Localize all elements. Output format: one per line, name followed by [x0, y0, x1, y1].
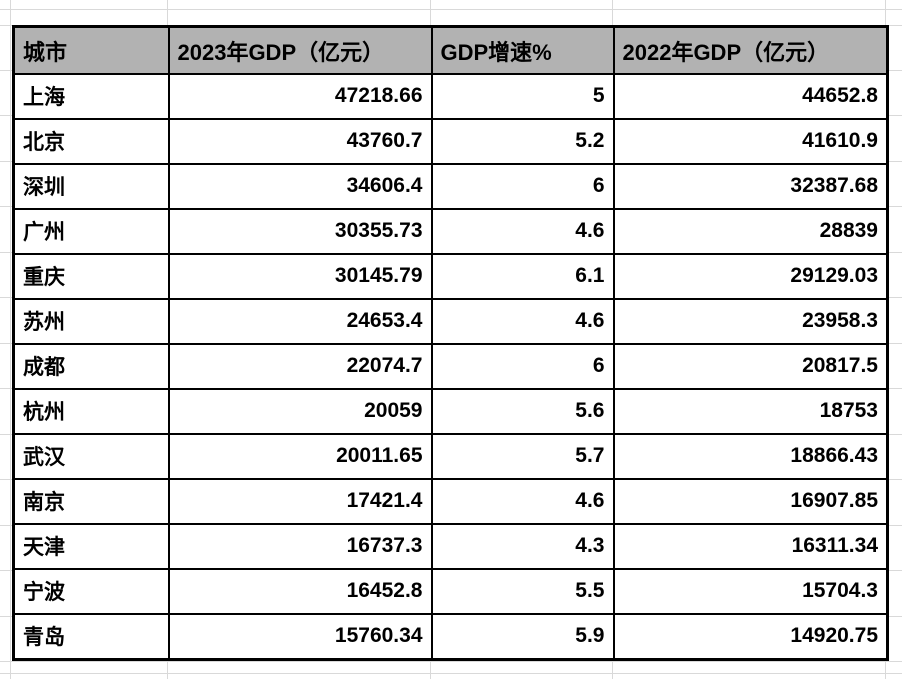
- table-row: 深圳 34606.4 6 32387.68: [12, 162, 889, 210]
- cell-gdp2023[interactable]: 17421.4: [167, 477, 433, 525]
- cell-gdp2022[interactable]: 18866.43: [612, 432, 889, 480]
- column-header-gdp2023[interactable]: 2023年GDP（亿元）: [167, 25, 433, 75]
- table-row: 北京 43760.7 5.2 41610.9: [12, 117, 889, 165]
- table-row: 上海 47218.66 5 44652.8: [12, 73, 889, 120]
- cell-gdp2023[interactable]: 43760.7: [167, 117, 433, 165]
- table-row: 杭州 20059 5.6 18753: [12, 387, 889, 435]
- cell-growth[interactable]: 6: [430, 342, 615, 390]
- cell-gdp2022[interactable]: 32387.68: [612, 162, 889, 210]
- table-row: 青岛 15760.34 5.9 14920.75: [12, 612, 889, 661]
- cell-city[interactable]: 宁波: [12, 567, 170, 615]
- cell-gdp2023[interactable]: 22074.7: [167, 342, 433, 390]
- cell-growth[interactable]: 5.9: [430, 612, 615, 661]
- table-row: 南京 17421.4 4.6 16907.85: [12, 477, 889, 525]
- cell-city[interactable]: 苏州: [12, 297, 170, 345]
- cell-gdp2022[interactable]: 23958.3: [612, 297, 889, 345]
- cell-city[interactable]: 天津: [12, 522, 170, 570]
- cell-city[interactable]: 深圳: [12, 162, 170, 210]
- cell-gdp2022[interactable]: 15704.3: [612, 567, 889, 615]
- cell-city[interactable]: 南京: [12, 477, 170, 525]
- cell-gdp2022[interactable]: 18753: [612, 387, 889, 435]
- cell-growth[interactable]: 5.2: [430, 117, 615, 165]
- cell-gdp2023[interactable]: 34606.4: [167, 162, 433, 210]
- cell-growth[interactable]: 4.6: [430, 477, 615, 525]
- gdp-table: 城市 2023年GDP（亿元） GDP增速% 2022年GDP（亿元） 上海 47…: [12, 25, 889, 661]
- table-row: 武汉 20011.65 5.7 18866.43: [12, 432, 889, 480]
- cell-growth[interactable]: 5.5: [430, 567, 615, 615]
- cell-growth[interactable]: 5.7: [430, 432, 615, 480]
- cell-gdp2022[interactable]: 29129.03: [612, 252, 889, 300]
- cell-gdp2022[interactable]: 16907.85: [612, 477, 889, 525]
- cell-growth[interactable]: 4.6: [430, 207, 615, 255]
- cell-gdp2022[interactable]: 16311.34: [612, 522, 889, 570]
- cell-growth[interactable]: 6.1: [430, 252, 615, 300]
- table-row: 天津 16737.3 4.3 16311.34: [12, 522, 889, 570]
- cell-gdp2023[interactable]: 30355.73: [167, 207, 433, 255]
- gridline: [0, 661, 902, 662]
- cell-growth[interactable]: 5: [430, 73, 615, 120]
- cell-gdp2022[interactable]: 14920.75: [612, 612, 889, 661]
- column-header-city[interactable]: 城市: [12, 25, 170, 75]
- cell-city[interactable]: 杭州: [12, 387, 170, 435]
- cell-city[interactable]: 重庆: [12, 252, 170, 300]
- gridline: [10, 0, 11, 679]
- cell-gdp2023[interactable]: 20059: [167, 387, 433, 435]
- column-header-growth[interactable]: GDP增速%: [430, 25, 615, 75]
- cell-gdp2022[interactable]: 20817.5: [612, 342, 889, 390]
- cell-gdp2022[interactable]: 41610.9: [612, 117, 889, 165]
- cell-gdp2022[interactable]: 28839: [612, 207, 889, 255]
- gridline: [0, 673, 902, 674]
- cell-gdp2023[interactable]: 24653.4: [167, 297, 433, 345]
- table-row: 重庆 30145.79 6.1 29129.03: [12, 252, 889, 300]
- cell-growth[interactable]: 4.3: [430, 522, 615, 570]
- cell-growth[interactable]: 6: [430, 162, 615, 210]
- column-header-gdp2022[interactable]: 2022年GDP（亿元）: [612, 25, 889, 75]
- table-row: 苏州 24653.4 4.6 23958.3: [12, 297, 889, 345]
- header-row: 城市 2023年GDP（亿元） GDP增速% 2022年GDP（亿元）: [12, 25, 889, 75]
- cell-city[interactable]: 北京: [12, 117, 170, 165]
- cell-gdp2023[interactable]: 16737.3: [167, 522, 433, 570]
- cell-growth[interactable]: 5.6: [430, 387, 615, 435]
- cell-city[interactable]: 武汉: [12, 432, 170, 480]
- table-row: 广州 30355.73 4.6 28839: [12, 207, 889, 255]
- cell-gdp2023[interactable]: 15760.34: [167, 612, 433, 661]
- cell-gdp2023[interactable]: 30145.79: [167, 252, 433, 300]
- cell-gdp2022[interactable]: 44652.8: [612, 73, 889, 120]
- cell-city[interactable]: 青岛: [12, 612, 170, 661]
- cell-gdp2023[interactable]: 16452.8: [167, 567, 433, 615]
- cell-gdp2023[interactable]: 20011.65: [167, 432, 433, 480]
- table-row: 宁波 16452.8 5.5 15704.3: [12, 567, 889, 615]
- cell-city[interactable]: 成都: [12, 342, 170, 390]
- cell-city[interactable]: 广州: [12, 207, 170, 255]
- cell-growth[interactable]: 4.6: [430, 297, 615, 345]
- gridline: [0, 9, 902, 10]
- table-row: 成都 22074.7 6 20817.5: [12, 342, 889, 390]
- cell-city[interactable]: 上海: [12, 73, 170, 120]
- cell-gdp2023[interactable]: 47218.66: [167, 73, 433, 120]
